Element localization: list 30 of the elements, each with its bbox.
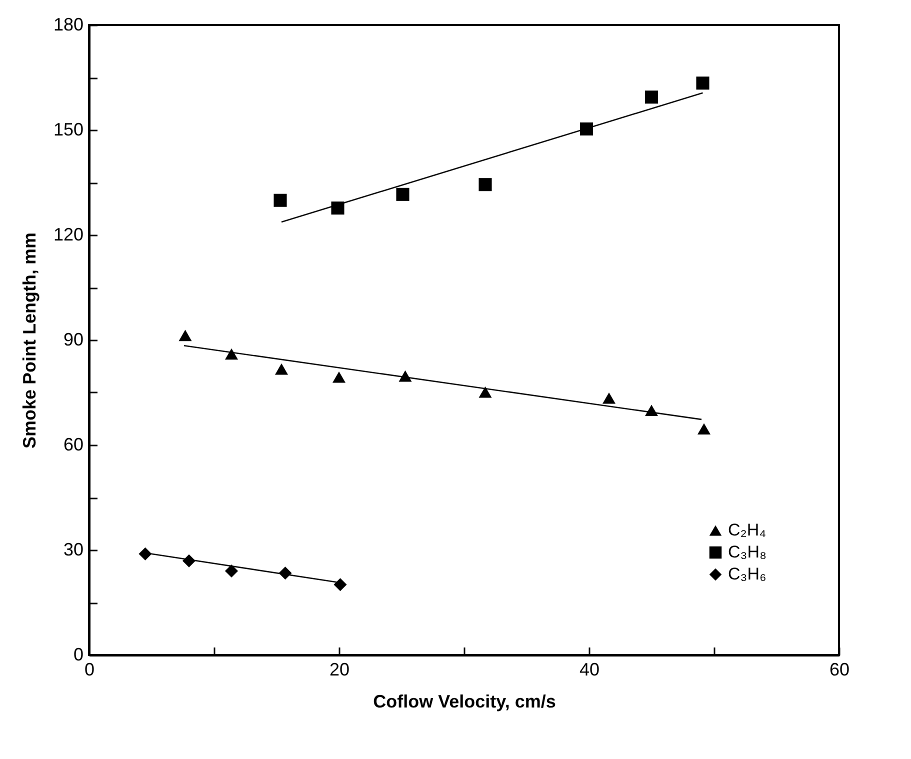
y-tick-label: 180	[53, 14, 84, 34]
point	[644, 90, 658, 104]
y-tick-label: 90	[63, 330, 84, 350]
x-tick-label: 20	[329, 660, 350, 680]
point	[274, 194, 287, 207]
point	[696, 76, 710, 90]
y-tick-label: 120	[53, 224, 84, 244]
y-tick-label: 30	[63, 540, 84, 560]
legend-label: C₂H₄	[728, 520, 766, 540]
point	[697, 423, 711, 435]
point	[224, 564, 238, 578]
point	[274, 363, 288, 375]
x-tick-label: 60	[829, 660, 850, 680]
point	[478, 386, 492, 398]
point	[396, 188, 410, 201]
point	[332, 371, 346, 383]
point	[331, 202, 344, 215]
point	[138, 547, 152, 560]
y-tick-label: 0	[73, 644, 84, 664]
y-axis-title: Smoke Point Length, mm	[19, 232, 40, 449]
legend-label: C₃H₈	[728, 542, 767, 562]
point	[478, 178, 492, 192]
point	[334, 578, 347, 592]
y-tick-label: 150	[53, 120, 84, 140]
point	[178, 330, 192, 342]
x-axis-title: Coflow Velocity, cm/s	[373, 692, 556, 712]
point	[602, 392, 616, 404]
x-tick-label: 40	[579, 660, 600, 680]
y-tick-label: 60	[63, 434, 84, 454]
legend-label: C₃H₆	[728, 564, 766, 584]
